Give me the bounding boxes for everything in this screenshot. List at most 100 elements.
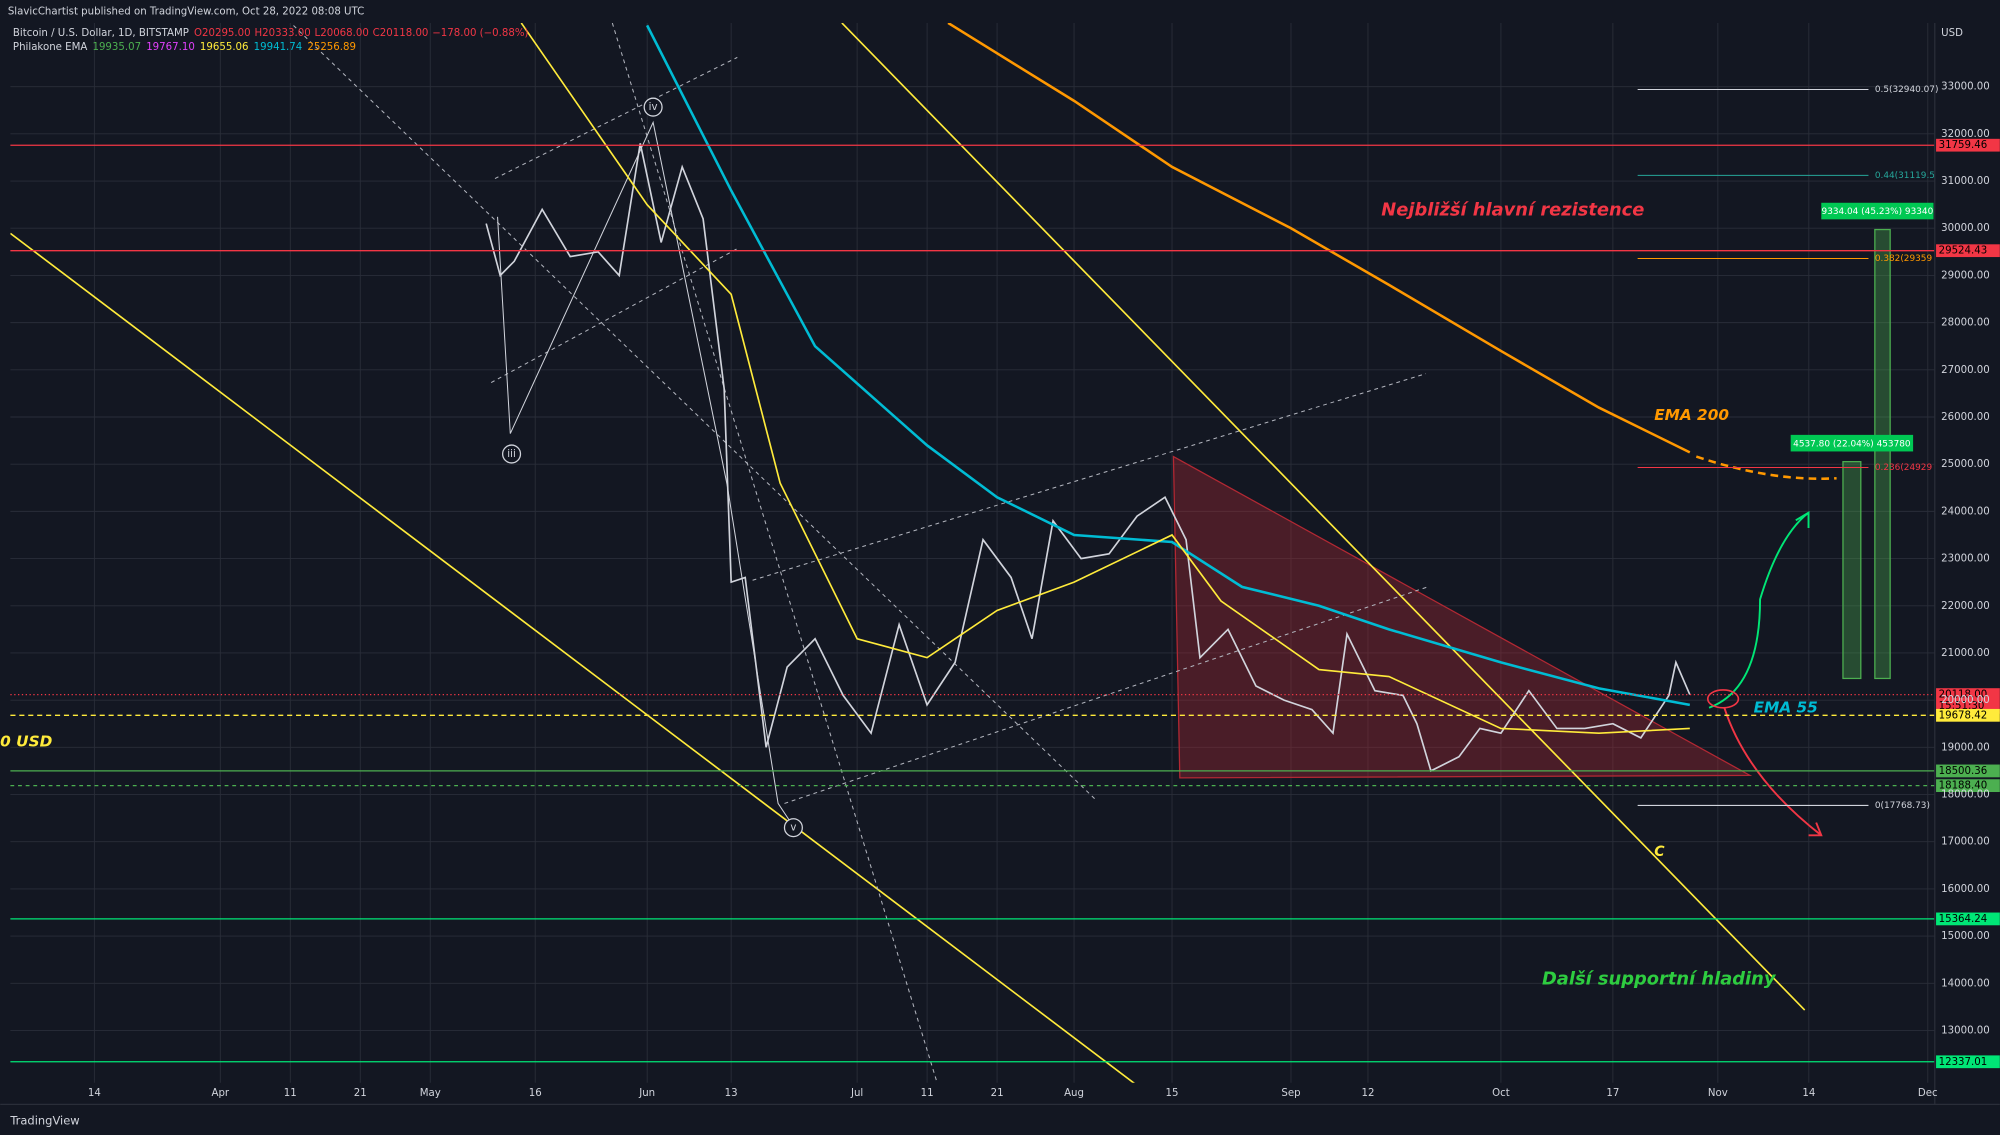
x-tick-label: 17	[1606, 1088, 1619, 1099]
symbol: Bitcoin / U.S. Dollar, 1D, BITSTAMP	[13, 28, 189, 39]
x-tick-label: 11	[284, 1088, 297, 1099]
x-tick-label: Apr	[212, 1088, 230, 1099]
channel-line	[752, 373, 1427, 581]
x-tick-label: 14	[1802, 1088, 1815, 1099]
y-tick-label: 17000.00	[1941, 837, 1990, 848]
ohlc: L20068.00	[315, 28, 369, 39]
measure-label-bg	[1821, 202, 1934, 220]
y-tick-label: 18000.00	[1941, 790, 1990, 801]
x-tick-label: Dec	[1918, 1088, 1938, 1099]
x-tick-label: 12	[1361, 1088, 1374, 1099]
price-label: 29524.43	[1939, 246, 1988, 257]
triangle	[1172, 455, 1753, 779]
price-label-bg	[1936, 138, 2000, 152]
grid	[10, 22, 1935, 1083]
ohlc: O20295.00	[194, 28, 251, 39]
channel-line	[611, 22, 938, 1083]
waves	[502, 97, 803, 838]
fib-label: 0.236(24929	[1875, 463, 1933, 473]
x-tick-label: Jun	[638, 1088, 655, 1099]
y-tick-label: 23000.00	[1941, 554, 1990, 565]
y-tick-label: 26000.00	[1941, 412, 1990, 423]
price-label: 18500.36	[1939, 766, 1988, 777]
wave-circle	[783, 818, 803, 838]
ema-value: 19655.06	[200, 42, 249, 53]
ema-value: 19935.07	[92, 42, 141, 53]
y-tick-label: 16000.00	[1941, 884, 1990, 895]
x-tick-label: May	[420, 1088, 441, 1099]
price-line	[947, 22, 1691, 454]
x-tick-label: Nov	[1708, 1088, 1728, 1099]
y-tick-label: 20000.00	[1941, 695, 1990, 706]
series	[485, 22, 1691, 773]
ema-value: 25256.89	[307, 42, 356, 53]
ohlc: H20333.00	[254, 28, 310, 39]
annotation: 0 USD	[0, 733, 52, 751]
price-label: 15364.24	[1939, 914, 1988, 925]
y-tick-label: 25000.00	[1941, 459, 1990, 470]
y-tick-label: 15000.00	[1941, 931, 1990, 942]
price-label: 19678.42	[1939, 710, 1988, 721]
fib-label: 0.44(31119.5	[1875, 171, 1935, 181]
measure-label-bg	[1790, 434, 1914, 452]
wave-circle	[643, 97, 663, 117]
y-tick-label: 27000.00	[1941, 365, 1990, 376]
annotation: Nejbližší hlavní rezistence	[1381, 199, 1644, 220]
fib-label: 0(17768.73)	[1875, 801, 1930, 811]
bear-arrow	[1723, 707, 1823, 837]
x-tick-label: 15	[1166, 1088, 1179, 1099]
wave-label: iv	[649, 102, 658, 113]
footer: TradingView	[9, 1113, 79, 1127]
y-tick-label: 32000.00	[1941, 129, 1990, 140]
price-label: 31759.46	[1939, 140, 1988, 151]
y-tick-label: 21000.00	[1941, 648, 1990, 659]
header: SlavicChartist published on TradingView.…	[8, 6, 364, 17]
ema-value: 19941.74	[254, 42, 303, 53]
y-tick-label: 31000.00	[1941, 176, 1990, 187]
annotation: Další supportní hladiny	[1542, 968, 1777, 989]
y-tick-label: 19000.00	[1941, 742, 1990, 753]
ohlc: C20118.00	[373, 28, 429, 39]
drawings	[10, 22, 1891, 1083]
trend-line	[10, 232, 1135, 1083]
y-tick-label: 22000.00	[1941, 601, 1990, 612]
y-tick-label: 13000.00	[1941, 1025, 1990, 1036]
x-tick-label: 21	[991, 1088, 1004, 1099]
y-tick-label: 28000.00	[1941, 318, 1990, 329]
price-label: 20118.00	[1939, 690, 1988, 701]
levels: 31759.46 29524.43 20118.0015:51:3019678.42…	[10, 85, 2000, 1069]
y-tick-label: 24000.00	[1941, 506, 1990, 517]
countdown: 15:51:30	[1939, 701, 1985, 712]
channel-line	[784, 586, 1429, 804]
fib-label: 0.5(32940.07)	[1875, 85, 1939, 95]
price-label-bg	[1936, 764, 2000, 778]
measure-box	[1874, 228, 1891, 680]
y-tick-label: 14000.00	[1941, 978, 1990, 989]
price-label-bg	[1936, 779, 2000, 793]
price-line	[645, 24, 1691, 707]
currency: USD	[1941, 28, 1963, 39]
x-tick-label: 16	[529, 1088, 542, 1099]
wave-line	[497, 120, 794, 827]
trend-line	[841, 22, 1806, 1011]
x-tick-label: 14	[88, 1088, 101, 1099]
measure-label: 4537.80 (22.04%) 453780	[1793, 439, 1911, 449]
x-tick-label: Sep	[1281, 1088, 1300, 1099]
x-tick-label: 21	[354, 1088, 367, 1099]
highlight	[1706, 689, 1740, 709]
price-label-bg	[1936, 708, 2000, 722]
y-tick-label: 30000.00	[1941, 223, 1990, 234]
annotation: C	[1654, 844, 1665, 860]
wave-label: v	[790, 823, 796, 834]
legend: Bitcoin / U.S. Dollar, 1D, BITSTAMP O2029…	[13, 28, 529, 39]
y-tick-label: 33000.00	[1941, 82, 1990, 93]
annotation: EMA 55	[1754, 698, 1818, 716]
x-tick-label: Aug	[1064, 1088, 1084, 1099]
x-tick-label: 13	[725, 1088, 738, 1099]
price-line	[520, 22, 1690, 734]
projection	[1695, 455, 1837, 480]
ema-value: 19767.10	[146, 42, 195, 53]
x-tick-label: Oct	[1492, 1088, 1510, 1099]
